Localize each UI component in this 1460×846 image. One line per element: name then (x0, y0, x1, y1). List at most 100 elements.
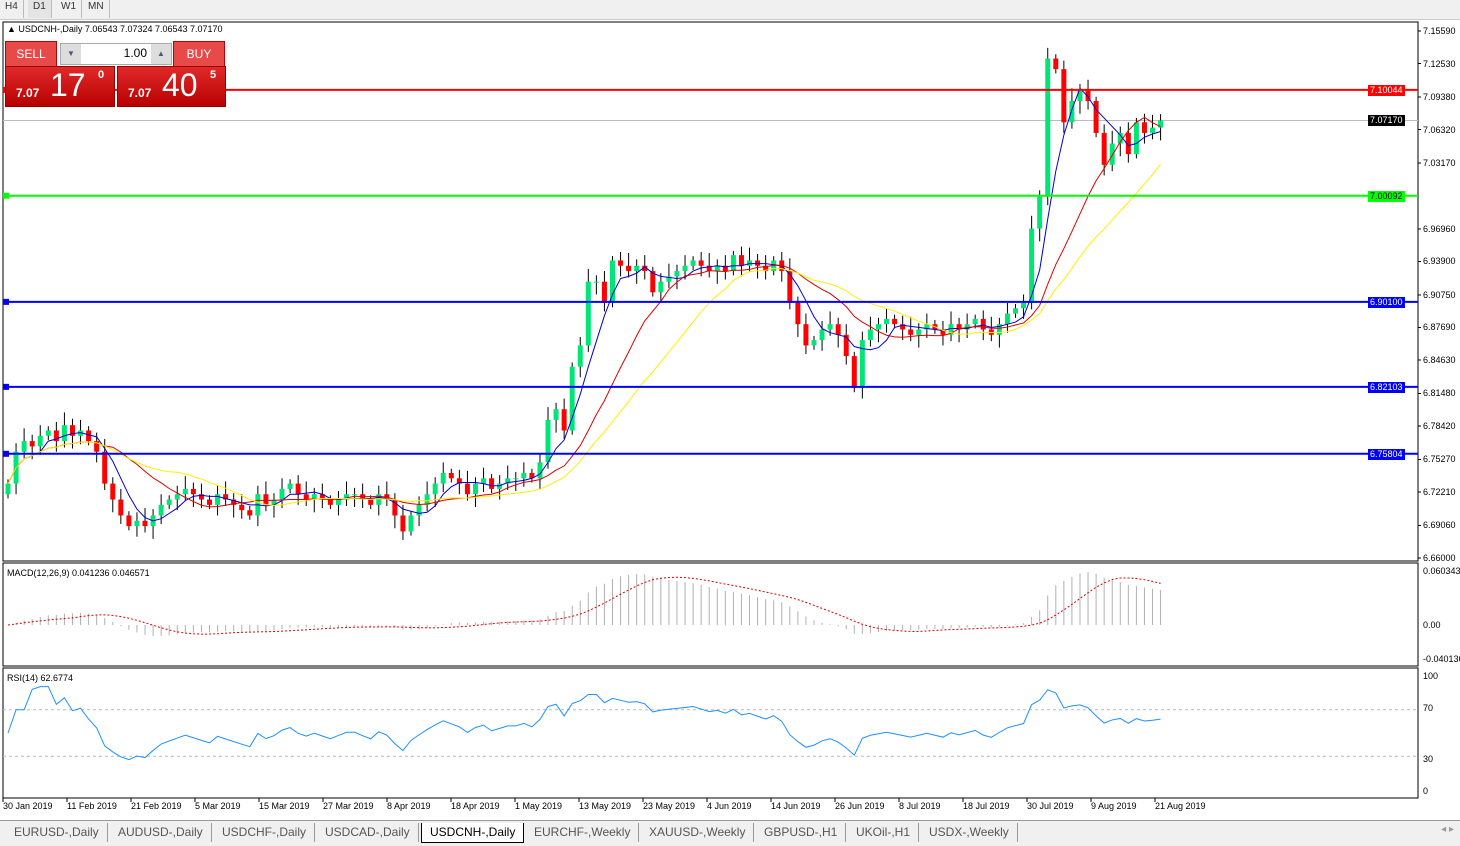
chart-tab[interactable]: AUDUSD-,Daily (110, 823, 212, 842)
candle-body (730, 255, 736, 272)
rsi-axis-0: 0 (1423, 786, 1429, 796)
chart-tab[interactable]: GBPUSD-,H1 (756, 823, 847, 842)
candle-body (1133, 122, 1139, 155)
candle-body (319, 494, 325, 500)
price-axis-label: 6.66000 (1423, 552, 1456, 563)
level-price-tag[interactable]: 6.75804 (1368, 448, 1405, 460)
candle-body (908, 329, 914, 335)
timeframe-h4[interactable]: H4 (0, 0, 24, 18)
candle-body (851, 356, 857, 388)
chart-tab[interactable]: USDCNH-,Daily (421, 823, 525, 843)
time-axis-label: 15 Mar 2019 (259, 801, 310, 811)
level-handle (3, 192, 9, 199)
candle-body (29, 441, 35, 447)
candle-body (505, 478, 511, 484)
candle-body (126, 515, 132, 527)
candle-body (867, 329, 873, 341)
candle-body (1053, 58, 1059, 70)
price-axis-label: 6.72210 (1423, 486, 1456, 497)
candle-body (811, 340, 817, 346)
time-axis-label: 30 Jul 2019 (1027, 801, 1074, 811)
candle-body (352, 494, 358, 496)
candle-body (561, 409, 567, 431)
candle-body (650, 271, 656, 293)
tab-scroll-arrows-icon[interactable]: ◂ ▸ (1441, 824, 1454, 835)
buy-button[interactable]: BUY (173, 41, 225, 67)
lot-size-input[interactable]: 1.00 (123, 46, 147, 60)
chart-canvas[interactable] (0, 20, 1460, 820)
chart-tab[interactable]: UKOil-,H1 (848, 823, 920, 842)
level-price-tag[interactable]: 6.82103 (1368, 381, 1405, 393)
candle-body (843, 334, 849, 357)
macd-axis-zero: 0.00 (1423, 620, 1441, 630)
candle-body (980, 318, 986, 330)
candle-body (722, 265, 728, 272)
level-price-tag[interactable]: 7.10044 (1368, 84, 1405, 96)
level-price-tag[interactable]: 7.00092 (1368, 190, 1405, 202)
candle-body (948, 324, 954, 335)
time-axis-label: 27 Mar 2019 (323, 801, 374, 811)
chart-tab[interactable]: USDCHF-,Daily (214, 823, 315, 842)
candle-body (698, 260, 704, 266)
price-axis-label: 6.90750 (1423, 289, 1456, 300)
candle-body (311, 494, 317, 500)
macd-axis-max: 0.060343 (1423, 566, 1460, 576)
timeframe-mn[interactable]: MN (83, 0, 110, 18)
sell-price[interactable]: 7.07 17 0 (5, 66, 115, 107)
candle-body (1069, 101, 1075, 123)
level-price-tag[interactable]: 6.90100 (1368, 296, 1405, 308)
candle-body (682, 265, 688, 272)
timeframe-toolbar: H4 D1 W1 MN (0, 0, 1460, 20)
time-axis-label: 26 Jun 2019 (835, 801, 885, 811)
candle-body (819, 329, 825, 341)
chart-tab[interactable]: EURUSD-,Daily (6, 823, 108, 842)
candle-body (1037, 196, 1043, 229)
candle-body (835, 324, 841, 335)
candle-body (1021, 302, 1027, 309)
candle-body (884, 318, 890, 325)
decrease-lot-icon[interactable]: ▼ (61, 44, 81, 64)
candle-body (134, 520, 140, 527)
time-axis-label: 14 Jun 2019 (771, 801, 821, 811)
lot-size-stepper[interactable]: ▼ 1.00 ▲ (60, 43, 172, 65)
chart-tab[interactable]: XAUUSD-,Weekly (641, 823, 755, 842)
candle-body (1125, 132, 1131, 155)
candle-body (916, 329, 922, 335)
buy-price[interactable]: 7.07 40 5 (117, 66, 226, 107)
candle-body (964, 324, 970, 330)
increase-lot-icon[interactable]: ▲ (151, 44, 171, 64)
candle-body (553, 409, 559, 420)
time-axis-label: 9 Aug 2019 (1091, 801, 1137, 811)
candle-body (585, 281, 591, 346)
timeframe-w1[interactable]: W1 (56, 0, 82, 18)
time-axis-label: 4 Jun 2019 (707, 801, 752, 811)
candle-body (859, 340, 865, 388)
time-axis-label: 8 Jul 2019 (899, 801, 941, 811)
price-axis-label: 6.93900 (1423, 256, 1456, 267)
timeframe-d1[interactable]: D1 (28, 0, 52, 18)
candle-body (674, 271, 680, 277)
candle-body (440, 472, 446, 484)
chart-tab[interactable]: USDX-,Weekly (921, 823, 1018, 842)
candle-body (303, 494, 309, 500)
rsi-line (7, 686, 1161, 761)
level-handle (3, 298, 9, 305)
chart-tab[interactable]: EURCHF-,Weekly (526, 823, 640, 842)
candle-body (795, 302, 801, 325)
chart-tab[interactable]: USDCAD-,Daily (317, 823, 419, 842)
candle-body (755, 260, 761, 266)
macd-panel (2, 562, 1419, 667)
time-axis-label: 11 Feb 2019 (67, 801, 117, 811)
candle-body (448, 472, 454, 479)
time-axis-label: 13 May 2019 (579, 801, 632, 811)
candle-body (263, 494, 269, 505)
candle-body (102, 451, 108, 484)
candle-body (271, 499, 277, 505)
time-axis-label: 8 Apr 2019 (387, 801, 431, 811)
candle-body (1150, 127, 1156, 133)
sell-button[interactable]: SELL (5, 41, 57, 67)
candle-body (489, 478, 495, 489)
candle-body (424, 494, 430, 505)
candle-body (666, 276, 672, 282)
chart-title-text: USDCNH-,Daily 7.06543 7.07324 7.06543 7.… (18, 24, 223, 34)
